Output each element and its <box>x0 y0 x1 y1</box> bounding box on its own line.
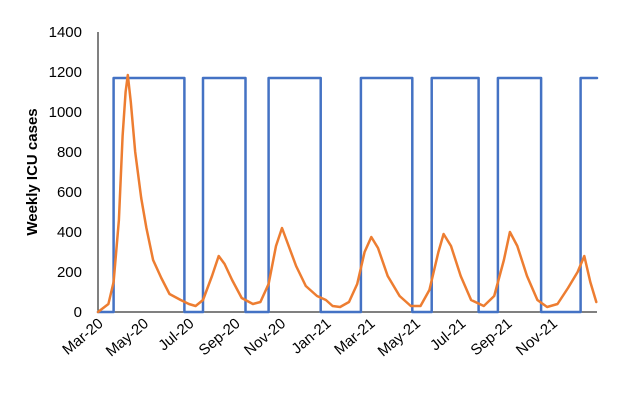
y-tick-label: 200 <box>57 264 82 281</box>
y-tick-labels: 0 200 400 600 800 1000 1200 1400 <box>49 24 82 321</box>
y-tick-label: 1000 <box>49 104 82 121</box>
y-tick-label: 800 <box>57 144 82 161</box>
x-tick-label: Mar-21 <box>331 315 378 359</box>
plot-area <box>97 32 597 313</box>
x-tick-label: Sep-20 <box>196 315 244 359</box>
series-line-2 <box>96 73 598 314</box>
y-axis-title: Weekly ICU cases <box>24 108 41 235</box>
x-tick-label: Nov-20 <box>241 315 289 359</box>
x-tick-label: Jul-21 <box>427 315 469 354</box>
x-tick-label: Sep-21 <box>467 315 515 359</box>
x-tick-label: May-21 <box>375 315 424 360</box>
x-tick-label: Nov-21 <box>513 315 561 359</box>
y-tick-label: 1400 <box>49 24 82 41</box>
y-tick-label: 0 <box>74 304 82 321</box>
x-tick-label: Jan-21 <box>288 315 334 358</box>
x-tick-label: Mar-20 <box>59 315 106 359</box>
x-tick-label: Jul-20 <box>155 315 197 354</box>
series-line-1 <box>96 76 599 314</box>
y-tick-label: 1200 <box>49 64 82 81</box>
y-tick-label: 400 <box>57 224 82 241</box>
y-tick-label: 600 <box>57 184 82 201</box>
series-layer <box>96 73 599 314</box>
x-tick-label: May-20 <box>103 315 152 360</box>
